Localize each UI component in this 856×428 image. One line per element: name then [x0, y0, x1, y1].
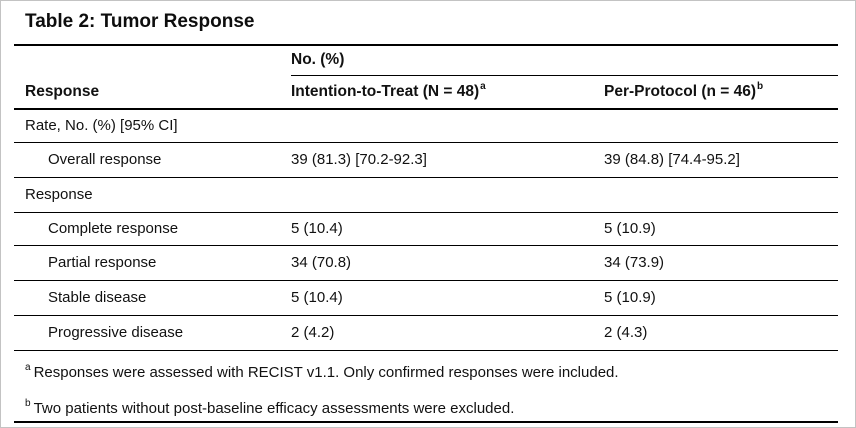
row-label: Stable disease — [14, 280, 291, 316]
col-header-pp-label: Per-Protocol (n = 46) — [604, 83, 757, 101]
row-label: Overall response — [14, 142, 291, 178]
footnote-b: b Two patients without post-baseline effi… — [25, 395, 838, 419]
cell-itt — [291, 109, 604, 143]
cell-pp: 34 (73.9) — [604, 245, 839, 281]
table-row-response-section: Response — [14, 177, 839, 213]
spanner-label: No. (%) — [291, 51, 345, 69]
footnote-a-marker: a — [25, 361, 31, 373]
tumor-response-table: No. (%) Response Intention-to-Treat (N =… — [14, 44, 839, 423]
cell-pp: 2 (4.3) — [604, 315, 839, 351]
footnote-b-text: Two patients without post-baseline effic… — [33, 399, 515, 417]
spanner-header: No. (%) — [291, 45, 839, 76]
cell-itt: 2 (4.2) — [291, 315, 604, 351]
cell-itt: 5 (10.4) — [291, 212, 604, 246]
cell-pp: 39 (84.8) [74.4-95.2] — [604, 142, 839, 178]
table-row-complete-response: Complete response 5 (10.4) 5 (10.9) — [14, 212, 839, 246]
table-row-overall-response: Overall response 39 (81.3) [70.2-92.3] 3… — [14, 142, 839, 178]
cell-pp: 5 (10.9) — [604, 212, 839, 246]
cell-itt — [291, 177, 604, 213]
footnote-b-marker: b — [25, 397, 31, 409]
footnote-marker-a: a — [480, 81, 486, 93]
data-table: No. (%) Response Intention-to-Treat (N =… — [14, 44, 839, 351]
row-label: Progressive disease — [14, 315, 291, 351]
footnote-a-text: Responses were assessed with RECIST v1.1… — [33, 363, 619, 381]
footnote-marker-b: b — [757, 81, 764, 93]
row-label: Rate, No. (%) [95% CI] — [14, 109, 291, 143]
table-row-partial-response: Partial response 34 (70.8) 34 (73.9) — [14, 245, 839, 281]
footnote-a: a Responses were assessed with RECIST v1.… — [25, 359, 838, 383]
row-label: Partial response — [14, 245, 291, 281]
row-label: Response — [14, 177, 291, 213]
column-header-row: Response Intention-to-Treat (N = 48)a Pe… — [14, 75, 839, 110]
cell-pp: 5 (10.9) — [604, 280, 839, 316]
cell-itt: 34 (70.8) — [291, 245, 604, 281]
cell-itt: 39 (81.3) [70.2-92.3] — [291, 142, 604, 178]
cell-pp — [604, 177, 839, 213]
col-header-per-protocol: Per-Protocol (n = 46)b — [604, 75, 839, 110]
table-title: Table 2: Tumor Response — [25, 11, 255, 32]
table-row-rate-section: Rate, No. (%) [95% CI] — [14, 109, 839, 143]
cell-itt: 5 (10.4) — [291, 280, 604, 316]
col-header-intention-to-treat: Intention-to-Treat (N = 48)a — [291, 75, 604, 110]
table-row-stable-disease: Stable disease 5 (10.4) 5 (10.9) — [14, 280, 839, 316]
row-label: Complete response — [14, 212, 291, 246]
cell-pp — [604, 109, 839, 143]
table-footnotes: a Responses were assessed with RECIST v1.… — [14, 351, 838, 423]
col-header-response: Response — [14, 75, 291, 110]
spanner-row: No. (%) — [14, 45, 839, 76]
spanner-empty-cell — [14, 45, 291, 75]
col-header-itt-label: Intention-to-Treat (N = 48) — [291, 83, 480, 101]
table-row-progressive-disease: Progressive disease 2 (4.2) 2 (4.3) — [14, 315, 839, 351]
